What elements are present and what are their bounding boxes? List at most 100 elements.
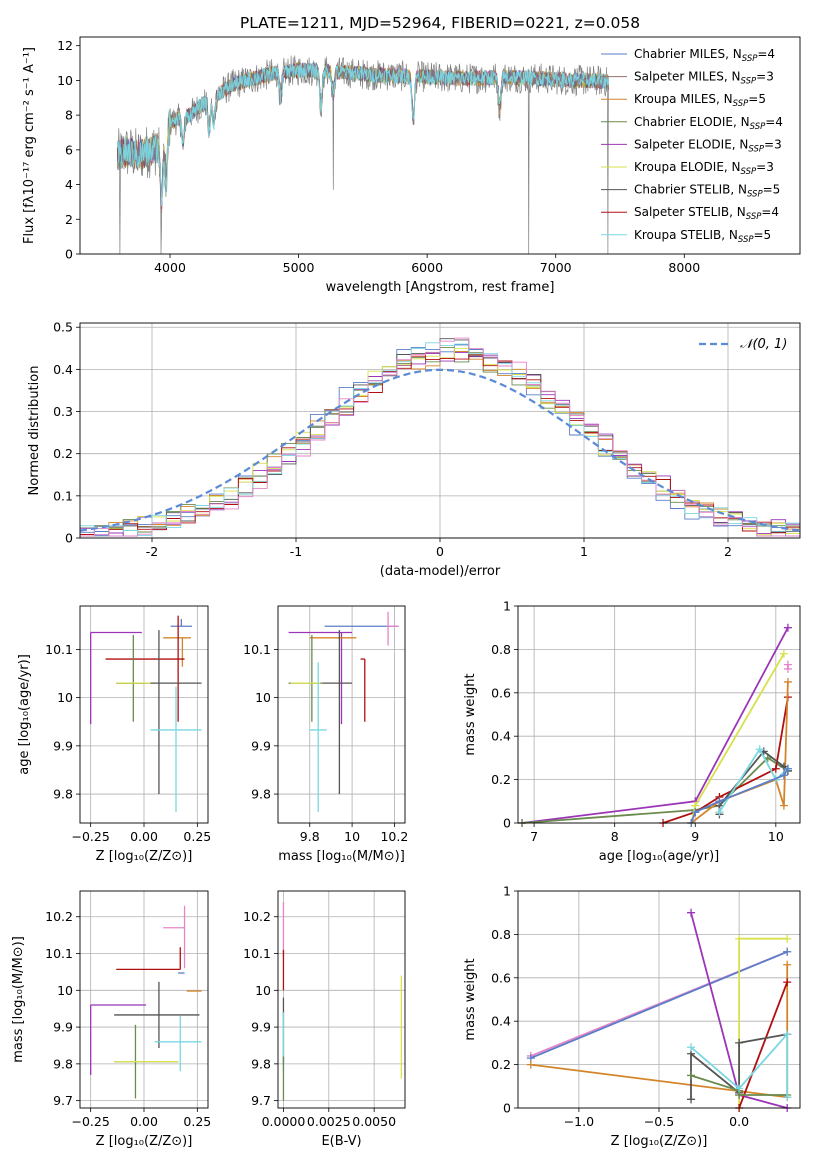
weight-point-marker	[783, 623, 792, 632]
y-tick-label: 9.9	[251, 1020, 271, 1035]
weight-series-line	[738, 981, 789, 1109]
axes-frame	[79, 36, 801, 255]
axes-frame	[517, 890, 801, 1109]
y-tick-label: 10.1	[243, 946, 271, 961]
y-tick-label: 0.4	[491, 729, 511, 744]
legend-label: Chabrier MILES, NSSP=4	[634, 47, 775, 64]
axes-frame	[277, 605, 406, 824]
x-tick-label: −0.5	[644, 1114, 674, 1129]
axes-frame	[517, 605, 801, 824]
x-tick-label: 8	[611, 829, 619, 844]
x-tick-label: 9	[691, 829, 699, 844]
y-axis-label: mass [log₁₀(M/M⊙)]	[11, 936, 26, 1063]
x-tick-label: -1	[290, 544, 302, 559]
legend-label-subscript: SSP	[746, 212, 762, 222]
y-tick-label: 1	[503, 884, 511, 899]
x-axis-label: mass [log₁₀(M/M⊙)]	[278, 849, 405, 864]
y-tick-label: 9.7	[251, 1093, 271, 1108]
spectrum-model-line	[116, 61, 609, 206]
x-tick-label: −0.25	[72, 1114, 110, 1129]
x-axis-label: wavelength [Angstrom, rest frame]	[326, 280, 555, 295]
y-tick-label: 4	[65, 177, 73, 192]
y-tick-label: 8	[65, 108, 73, 123]
legend-label-subscript: SSP	[742, 54, 758, 64]
legend-label-suffix: =3	[756, 70, 774, 84]
legend-label-subscript: SSP	[733, 99, 749, 109]
weight-point-marker	[735, 1084, 744, 1093]
y-tick-label: 6	[65, 142, 73, 157]
legend-label-text: Salpeter STELIB, N	[634, 205, 746, 219]
y-tick-label: 0.6	[491, 685, 511, 700]
axes-frame	[79, 605, 209, 824]
x-tick-label: 2	[724, 544, 732, 559]
y-axis-label: age [log₁₀(age/yr)]	[17, 654, 32, 775]
errorbar-group	[282, 902, 403, 1101]
legend-label-suffix: =3	[756, 160, 774, 174]
y-tick-label: 10	[57, 73, 73, 88]
x-tick-label: 0.0	[729, 1114, 749, 1129]
weight-point-marker	[783, 764, 792, 773]
y-tick-label: 1	[503, 599, 511, 614]
legend-label: Kroupa STELIB, NSSP=5	[634, 228, 771, 245]
legend-label: Salpeter STELIB, NSSP=4	[634, 205, 779, 222]
x-tick-label: 4000	[154, 260, 186, 275]
y-tick-label: 0.1	[53, 488, 73, 503]
weight-series-line	[690, 1031, 789, 1098]
legend-label-suffix: =5	[754, 228, 772, 242]
legend-label-suffix: =3	[764, 137, 782, 151]
weight-point-marker	[526, 1060, 535, 1069]
y-tick-label: 9.8	[251, 1056, 271, 1071]
y-tick-label: 0.8	[491, 642, 511, 657]
y-tick-label: 10.1	[243, 642, 271, 657]
legend-label-subscript: SSP	[741, 77, 757, 87]
weight-point-marker	[755, 745, 764, 754]
errorbar-group	[90, 905, 202, 1099]
x-tick-label: 10.2	[380, 829, 408, 844]
panel-mass-vs-ebv: 0.0000 0.0025 0.0050 9.7 9.8 9.9 10 10.1 10.2 E(B…	[243, 890, 406, 1149]
x-tick-label: 10	[344, 829, 360, 844]
legend-label-suffix: =5	[763, 183, 781, 197]
panel-age-vs-mass: 9.8 10 10.2 9.8 9.9 10 10.1 mass [log₁₀(M/M⊙)]	[243, 605, 408, 864]
y-tick-label: 0	[503, 1101, 511, 1116]
x-tick-label: 0.0000	[262, 1114, 306, 1129]
y-axis-label: mass weight	[463, 958, 478, 1040]
panel-weight-vs-age: 7 8 9 10 0 0.2 0.4 0.6 0.8 1 age [log₁₀(age/yr)] ma…	[463, 599, 801, 864]
y-tick-label: 9.7	[53, 1093, 73, 1108]
weight-point-marker	[687, 1095, 696, 1104]
weight-point-marker	[771, 764, 780, 773]
x-axis-label: Z [log₁₀(Z/Z⊙)]	[96, 1134, 193, 1149]
weight-point-marker	[687, 1071, 696, 1080]
x-axis-label: E(B-V)	[321, 1134, 361, 1149]
y-tick-label: 12	[57, 38, 73, 53]
legend-label-text: Kroupa ELODIE, N	[634, 160, 741, 174]
weight-point-marker	[783, 660, 792, 669]
x-axis-label: Z [log₁₀(Z/Z⊙)]	[96, 849, 193, 864]
y-tick-label: 9.8	[53, 787, 73, 802]
weight-series-line	[718, 747, 789, 813]
weight-point-marker	[687, 1043, 696, 1052]
legend-label: Kroupa MILES, NSSP=5	[634, 92, 766, 109]
weight-point-marker	[779, 801, 788, 810]
weight-point-marker	[783, 677, 792, 686]
y-tick-label: 9.9	[53, 738, 73, 753]
y-tick-label: 0.2	[491, 1057, 511, 1072]
weight-point-marker	[735, 1038, 744, 1047]
spectrum-legend: Chabrier MILES, NSSP=4 Salpeter MILES, NS…	[601, 47, 783, 245]
y-tick-label: 0.2	[53, 446, 73, 461]
y-tick-label: 9.9	[53, 1020, 73, 1035]
y-axis-label: Flux [fλ10⁻¹⁷ erg cm⁻² s⁻¹ A⁻¹]	[22, 47, 37, 244]
weight-point-marker	[783, 978, 792, 987]
y-tick-label: 10.1	[45, 642, 73, 657]
legend-label: Salpeter ELODIE, NSSP=3	[634, 137, 782, 154]
legend-label-text: Kroupa STELIB, N	[634, 228, 738, 242]
y-tick-label: 0	[503, 816, 511, 831]
normal-reference-curve	[80, 368, 800, 532]
y-tick-label: 10.1	[45, 946, 73, 961]
y-tick-label: 0	[65, 531, 73, 546]
legend-label-text: Chabrier ELODIE, N	[634, 115, 750, 129]
x-tick-label: 10	[768, 829, 784, 844]
legend-label: Salpeter MILES, NSSP=3	[634, 70, 774, 87]
legend-label-subscript: SSP	[738, 235, 754, 245]
